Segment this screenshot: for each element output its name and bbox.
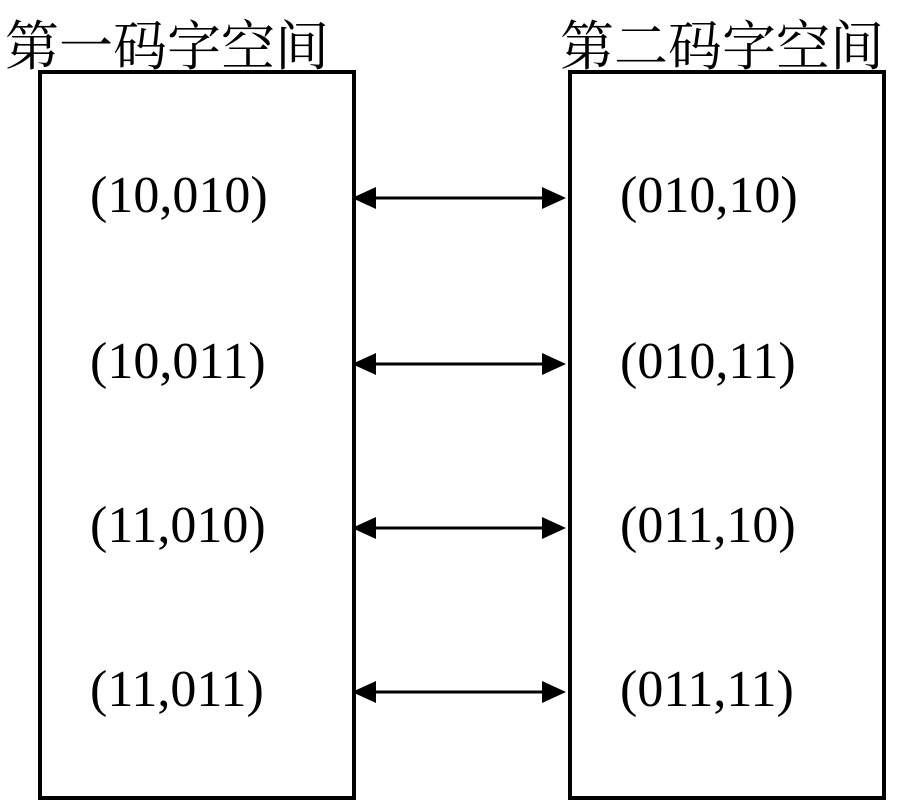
code-left: (11,010) [90, 496, 266, 555]
code-right: (010,11) [620, 332, 796, 391]
code-right: (010,10) [620, 166, 798, 225]
code-right: (011,11) [620, 660, 794, 719]
double-arrow-icon [352, 679, 566, 705]
code-right: (011,10) [620, 496, 796, 555]
code-left: (10,010) [90, 166, 268, 225]
code-left: (10,011) [90, 332, 266, 391]
double-arrow-icon [352, 185, 566, 211]
double-arrow-icon [352, 515, 566, 541]
double-arrow-icon [352, 351, 566, 377]
code-left: (11,011) [90, 660, 264, 719]
codeword-diagram: 第一码字空间 第二码字空间 (10,010)(010,10)(10,011)(0… [0, 0, 918, 800]
